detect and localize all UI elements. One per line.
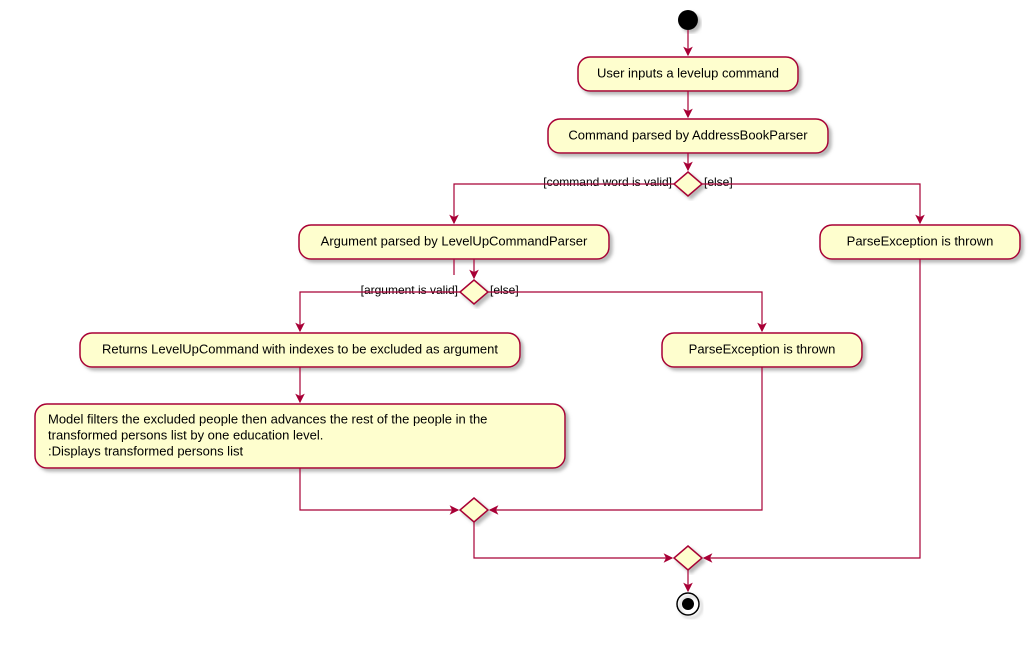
guard-label: [else] <box>704 175 733 189</box>
decision-argument <box>460 280 488 304</box>
edge <box>488 292 762 331</box>
activity-label: User inputs a levelup command <box>597 65 779 80</box>
guard-label: [else] <box>490 283 519 297</box>
activity-label: ParseException is thrown <box>689 341 836 356</box>
activity-label: ParseException is thrown <box>847 233 994 248</box>
end-node-inner <box>682 598 694 610</box>
activity-label-line: Model filters the excluded people then a… <box>48 411 487 426</box>
edge <box>454 184 674 223</box>
decision-command-word <box>674 172 702 196</box>
activity-label-line: transformed persons list by one educatio… <box>48 427 323 442</box>
activity-diagram: User inputs a levelup command Command pa… <box>0 0 1035 652</box>
edge <box>704 259 920 558</box>
edge <box>702 184 920 223</box>
activity-label: Command parsed by AddressBookParser <box>568 127 808 142</box>
activity-label-line: :Displays transformed persons list <box>48 443 243 458</box>
guard-label: [command word is valid] <box>543 175 672 189</box>
edge <box>300 292 460 331</box>
edge <box>300 468 458 510</box>
merge-2 <box>674 546 702 570</box>
start-node <box>678 10 698 30</box>
guard-label: [argument is valid] <box>361 283 458 297</box>
edge <box>474 522 672 558</box>
activity-label: Argument parsed by LevelUpCommandParser <box>321 233 588 248</box>
activity-label: Returns LevelUpCommand with indexes to b… <box>102 341 498 356</box>
merge-1 <box>460 498 488 522</box>
